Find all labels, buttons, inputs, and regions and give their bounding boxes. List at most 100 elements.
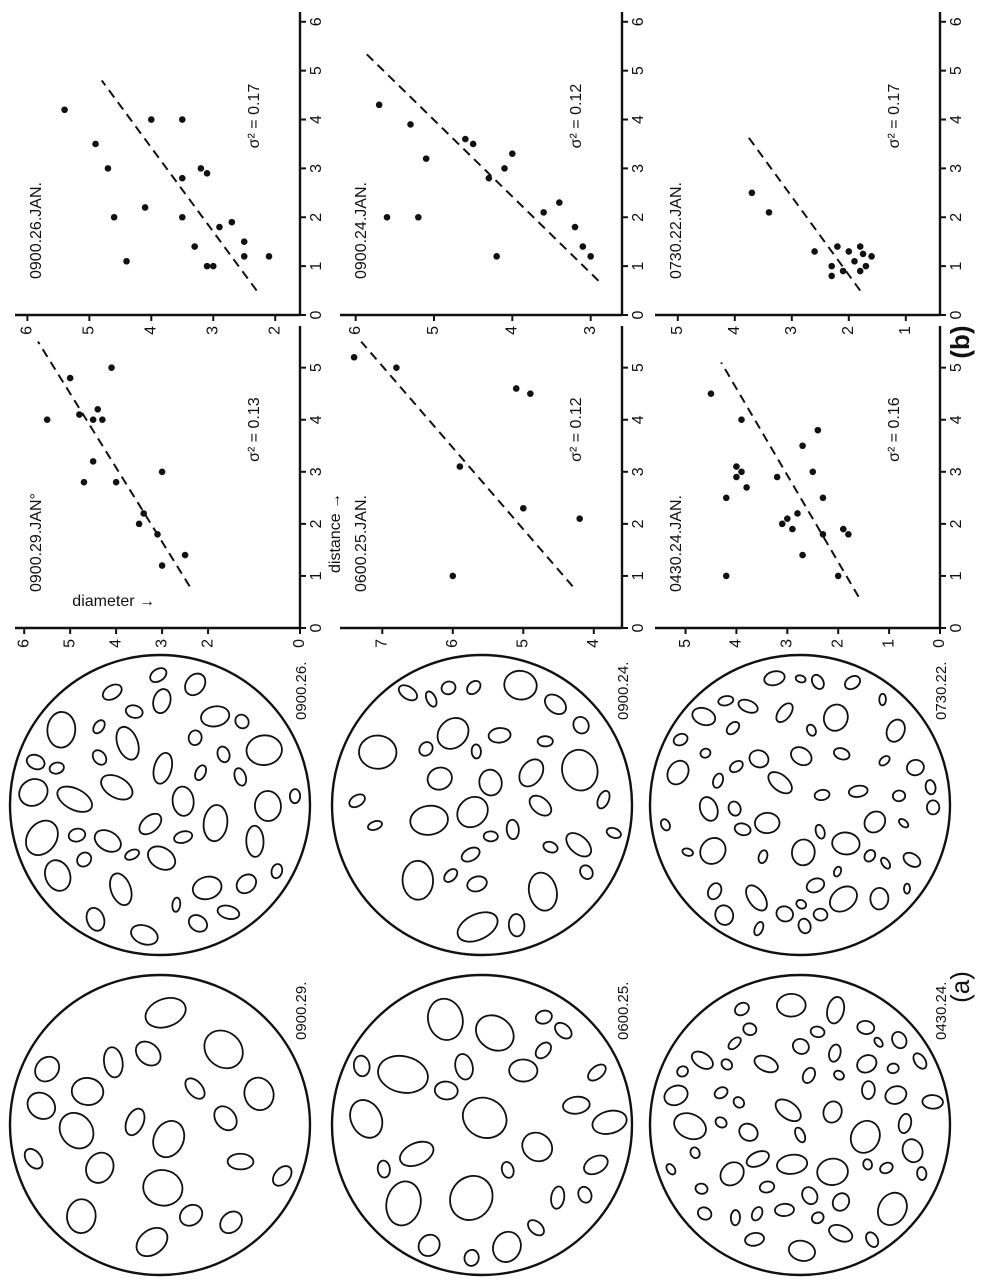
- data-point: [799, 442, 806, 449]
- x-tick-label: 4: [948, 115, 965, 124]
- y-tick-label: 1: [880, 639, 897, 648]
- data-point: [749, 190, 756, 197]
- data-point: [809, 468, 816, 475]
- y-tick-label: 4: [504, 326, 521, 335]
- data-point: [527, 390, 534, 397]
- data-point: [860, 251, 867, 258]
- data-point: [828, 273, 835, 280]
- data-point: [94, 406, 101, 413]
- data-point: [457, 463, 464, 470]
- figure: (a) (b) 0900.29.0900.26.0600.25.0900.24.…: [0, 0, 982, 1287]
- data-point: [576, 515, 583, 522]
- data-point: [738, 416, 745, 423]
- data-point: [393, 364, 400, 371]
- data-point: [733, 463, 740, 470]
- x-tick-label: 5: [308, 363, 325, 372]
- y-tick-label: 4: [726, 326, 743, 335]
- annotation: σ² = 0.12: [568, 84, 585, 149]
- data-point: [81, 479, 88, 486]
- chart-title: 0900.29.JAN°: [28, 493, 45, 592]
- data-point: [840, 268, 847, 275]
- data-point: [90, 458, 97, 465]
- x-tick-label: 5: [948, 363, 965, 372]
- x-tick-label: 3: [948, 467, 965, 476]
- y-tick-label: 6: [347, 326, 364, 335]
- data-point: [789, 526, 796, 533]
- data-point: [204, 263, 211, 270]
- y-tick-label: 3: [153, 639, 170, 648]
- x-tick-label: 1: [308, 262, 325, 271]
- x-tick-label: 1: [308, 571, 325, 580]
- chart-title: 0600.25.JAN.: [353, 495, 370, 592]
- y-tick-label: 3: [783, 326, 800, 335]
- x-tick-label: 4: [948, 415, 965, 424]
- x-tick-label: 2: [308, 519, 325, 528]
- data-point: [851, 258, 858, 265]
- y-tick-label: 5: [61, 639, 78, 648]
- x-tick-label: 0: [948, 310, 965, 319]
- y-tick-label: 7: [374, 639, 391, 648]
- data-point: [828, 263, 835, 270]
- data-point: [76, 411, 83, 418]
- x-tick-label: 3: [948, 164, 965, 173]
- y-tick-label: 2: [829, 639, 846, 648]
- data-point: [90, 416, 97, 423]
- data-point: [513, 385, 520, 392]
- x-tick-label: 4: [308, 415, 325, 424]
- y-tick-label: 3: [582, 326, 599, 335]
- x-tick-label: 4: [630, 115, 647, 124]
- data-point: [501, 165, 508, 172]
- x-tick-label: 1: [948, 262, 965, 271]
- data-point: [179, 175, 186, 182]
- x-tick-label: 0: [630, 623, 647, 632]
- data-point: [179, 116, 186, 123]
- x-tick-label: 1: [630, 262, 647, 271]
- data-point: [556, 199, 563, 206]
- y-tick-label: 4: [585, 639, 602, 648]
- data-point: [159, 468, 166, 475]
- data-point: [105, 165, 112, 172]
- data-point: [834, 243, 841, 250]
- y-tick-label: 2: [199, 639, 216, 648]
- data-point: [229, 219, 236, 226]
- data-point: [415, 214, 422, 221]
- data-point: [743, 484, 750, 491]
- annotation: σ² = 0.17: [886, 84, 903, 149]
- data-point: [708, 390, 715, 397]
- x-tick-label: 4: [308, 115, 325, 124]
- x-tick-label: 5: [308, 66, 325, 75]
- data-point: [733, 474, 740, 481]
- data-point: [179, 214, 186, 221]
- data-point: [845, 531, 852, 538]
- data-point: [857, 268, 864, 275]
- y-tick-label: 0: [291, 639, 308, 648]
- y-tick-label: 2: [266, 326, 283, 335]
- data-point: [241, 238, 248, 245]
- y-tick-label: 5: [425, 326, 442, 335]
- data-point: [840, 526, 847, 533]
- data-point: [470, 141, 477, 148]
- data-point: [572, 224, 579, 231]
- data-point: [868, 253, 875, 260]
- data-point: [820, 495, 827, 502]
- data-point: [835, 573, 842, 580]
- data-point: [159, 562, 166, 569]
- data-point: [142, 204, 149, 211]
- data-point: [198, 165, 205, 172]
- data-point: [136, 521, 143, 528]
- data-point: [111, 214, 118, 221]
- x-tick-label: 1: [948, 571, 965, 580]
- annotation: σ² = 0.16: [886, 397, 903, 462]
- x-tick-label: 2: [948, 213, 965, 222]
- y-tick-label: 2: [840, 326, 857, 335]
- y-tick-label: 3: [204, 326, 221, 335]
- y-tick-label: 0: [931, 639, 948, 648]
- x-tick-label: 2: [630, 213, 647, 222]
- data-point: [799, 552, 806, 559]
- data-point: [61, 106, 68, 113]
- data-point: [204, 170, 211, 177]
- data-point: [815, 427, 822, 434]
- circle-label: 0600.25.: [615, 982, 632, 1040]
- data-point: [540, 209, 547, 216]
- x-tick-label: 0: [308, 623, 325, 632]
